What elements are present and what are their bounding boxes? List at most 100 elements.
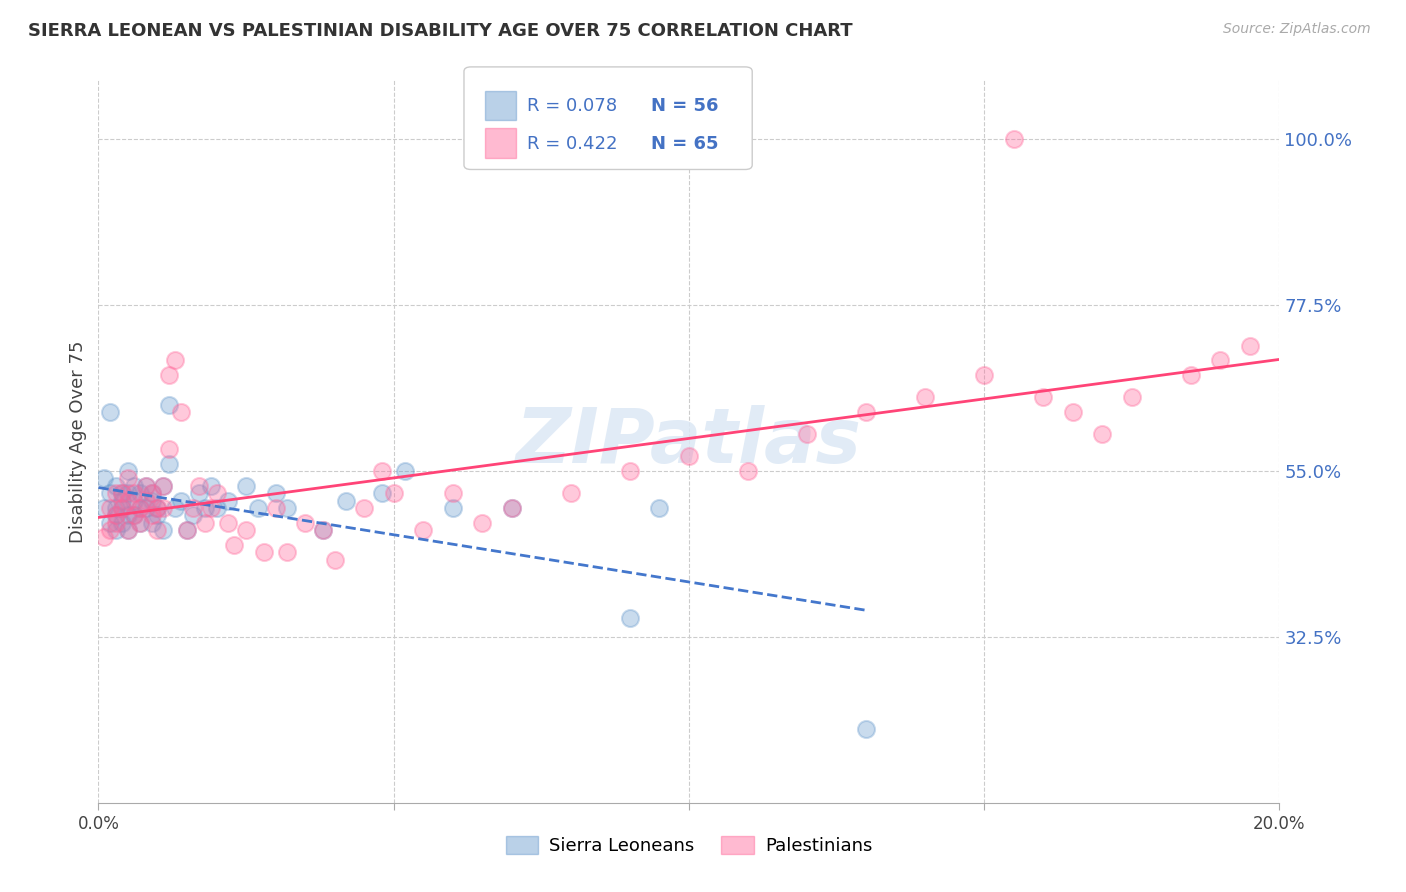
Point (1032, 390, 1054, 404)
Point (1239, 339, 1261, 353)
Point (187, 486, 209, 500)
Point (648, 500, 671, 515)
Point (181, 500, 204, 515)
Point (111, 486, 134, 500)
Point (855, 405, 877, 419)
Point (111, 486, 134, 500)
Point (141, 516, 163, 530)
Point (117, 508, 139, 523)
Point (165, 500, 187, 515)
Point (235, 523, 257, 537)
Point (246, 500, 269, 515)
Point (200, 500, 222, 515)
Point (122, 508, 145, 523)
Point (176, 523, 198, 537)
Point (619, 464, 641, 478)
Point (855, 722, 877, 736)
Point (128, 500, 150, 515)
Point (441, 486, 464, 500)
Point (973, 368, 995, 383)
Point (1062, 405, 1084, 419)
Point (441, 500, 464, 515)
Point (194, 500, 217, 515)
Point (176, 523, 198, 537)
Point (335, 493, 357, 508)
Point (276, 545, 298, 559)
Point (135, 479, 157, 493)
Point (1121, 390, 1143, 404)
Point (128, 486, 150, 500)
Point (264, 486, 287, 500)
Point (560, 486, 582, 500)
Point (122, 479, 145, 493)
Point (146, 500, 169, 515)
Point (412, 523, 434, 537)
Point (224, 538, 246, 552)
Point (170, 405, 193, 419)
Point (312, 523, 335, 537)
Point (152, 479, 174, 493)
Point (117, 493, 139, 508)
Point (105, 500, 128, 515)
Point (117, 523, 139, 537)
Point (93, 530, 115, 544)
Point (181, 508, 204, 523)
Point (796, 427, 818, 442)
Text: Source: ZipAtlas.com: Source: ZipAtlas.com (1223, 22, 1371, 37)
Point (187, 479, 209, 493)
Point (394, 464, 416, 478)
Point (353, 500, 375, 515)
Point (111, 500, 134, 515)
Point (914, 390, 936, 404)
Point (117, 464, 139, 478)
Point (117, 523, 139, 537)
Text: SIERRA LEONEAN VS PALESTINIAN DISABILITY AGE OVER 75 CORRELATION CHART: SIERRA LEONEAN VS PALESTINIAN DISABILITY… (28, 22, 853, 40)
Point (135, 479, 157, 493)
Point (122, 493, 145, 508)
Point (200, 479, 222, 493)
Point (141, 486, 163, 500)
Point (217, 493, 239, 508)
Point (1091, 427, 1114, 442)
Text: N = 56: N = 56 (651, 97, 718, 115)
Point (128, 500, 150, 515)
Text: N = 65: N = 65 (651, 135, 718, 153)
Point (93, 471, 115, 485)
Point (217, 516, 239, 530)
Point (105, 508, 128, 523)
Point (98, 500, 121, 515)
Point (382, 486, 405, 500)
Point (294, 516, 316, 530)
Point (122, 486, 145, 500)
Point (157, 398, 180, 412)
Point (276, 500, 298, 515)
Point (501, 500, 523, 515)
Point (264, 500, 287, 515)
Point (141, 486, 163, 500)
Point (105, 508, 128, 523)
Point (128, 516, 150, 530)
Point (111, 516, 134, 530)
Point (678, 450, 700, 464)
Point (135, 493, 157, 508)
Point (98, 516, 121, 530)
Text: ZIPatlas: ZIPatlas (516, 405, 862, 478)
Point (737, 464, 759, 478)
Point (105, 523, 128, 537)
Point (501, 500, 523, 515)
Point (111, 500, 134, 515)
Point (157, 442, 180, 456)
Text: R = 0.422: R = 0.422 (527, 135, 617, 153)
Point (152, 500, 174, 515)
Point (141, 508, 163, 523)
Point (146, 523, 169, 537)
Point (117, 471, 139, 485)
Point (253, 545, 276, 559)
Point (135, 500, 157, 515)
Point (122, 508, 145, 523)
Point (371, 464, 394, 478)
Point (205, 500, 228, 515)
Y-axis label: Disability Age Over 75: Disability Age Over 75 (69, 340, 87, 543)
Point (371, 486, 394, 500)
Point (323, 552, 346, 566)
